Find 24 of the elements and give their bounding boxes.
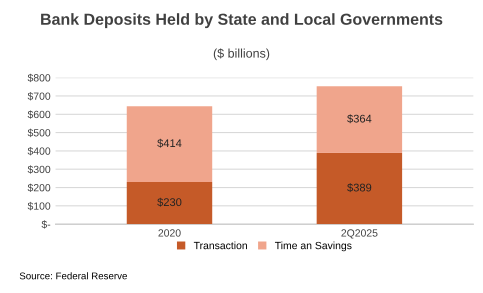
- y-tick-label: $300: [28, 165, 50, 174]
- legend-label: Transaction: [194, 242, 247, 250]
- y-tick-label: $500: [28, 128, 50, 138]
- y-tick-label: $800: [28, 74, 50, 82]
- y-tick-label: $-: [42, 220, 50, 229]
- bar: [316, 86, 402, 153]
- legend-label: Time an Savings: [274, 242, 352, 252]
- chart-title: Bank Deposits Held by State and Local Governments: [41, 13, 442, 28]
- data-label: $389: [347, 183, 372, 192]
- bar: [126, 182, 212, 224]
- chart-subtitle: ($ billions): [214, 48, 270, 60]
- source-note: Source: Federal Reserve: [20, 272, 127, 280]
- bar: [126, 106, 212, 182]
- data-label: $364: [347, 114, 372, 124]
- y-tick-label: $400: [28, 146, 50, 156]
- bar: [316, 152, 402, 224]
- x-tick-label: 2020: [158, 229, 181, 237]
- y-tick-label: $700: [28, 92, 50, 100]
- y-tick-label: $100: [28, 202, 50, 210]
- y-tick-label: $600: [28, 110, 50, 119]
- data-label: $414: [157, 138, 182, 148]
- x-tick-label: 2Q2025: [341, 229, 378, 239]
- y-tick-label: $200: [28, 184, 50, 192]
- data-label: $230: [157, 198, 182, 207]
